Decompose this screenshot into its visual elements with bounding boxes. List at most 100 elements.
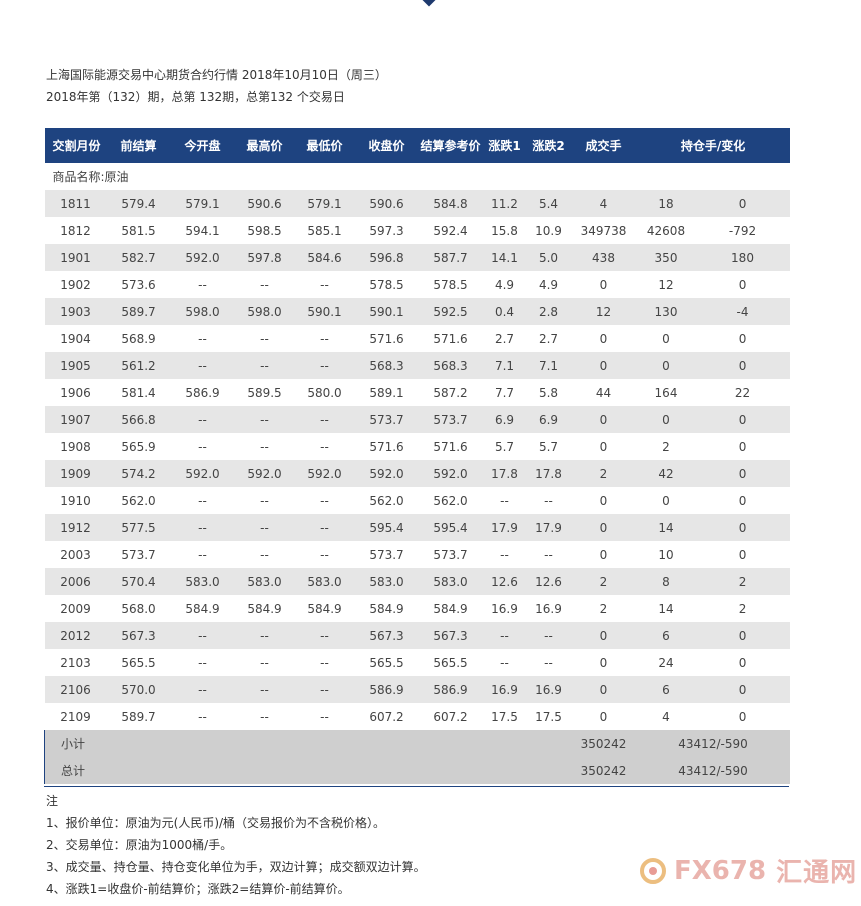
table-cell: 0 <box>695 433 790 460</box>
summary-row: 小计 350242 43412/-590 <box>44 730 790 757</box>
quote-table-container: 交割月份 前结算 今开盘 最高价 最低价 收盘价 结算参考价 涨跌1 涨跌2 成交手 持仓手/变化 … <box>44 128 790 784</box>
table-cell: 567.3 <box>106 622 171 649</box>
table-cell: 579.1 <box>294 190 355 217</box>
summary-label: 小计 <box>44 730 571 757</box>
table-cell: 595.4 <box>354 514 419 541</box>
table-cell: 4 <box>570 190 637 217</box>
table-cell: 0 <box>570 433 637 460</box>
table-cell: 592.0 <box>170 460 235 487</box>
table-cell: 7.1 <box>482 352 527 379</box>
table-cell: 0 <box>695 703 790 730</box>
table-cell: 565.5 <box>106 649 171 676</box>
table-cell: -- <box>294 271 355 298</box>
table-cell: -- <box>234 325 295 352</box>
table-cell: 5.7 <box>526 433 571 460</box>
table-cell: 584.9 <box>418 595 483 622</box>
table-cell: 0 <box>570 352 637 379</box>
table-cell: 17.8 <box>482 460 527 487</box>
table-cell: -792 <box>695 217 790 244</box>
table-cell: 592.5 <box>418 298 483 325</box>
table-cell: 2 <box>636 433 696 460</box>
column-header: 成交手 <box>570 128 637 163</box>
table-cell: 0 <box>636 325 696 352</box>
table-cell: 1903 <box>44 298 107 325</box>
table-cell: 24 <box>636 649 696 676</box>
table-cell: 1909 <box>44 460 107 487</box>
summary-position: 43412/-590 <box>636 757 790 784</box>
table-cell: 578.5 <box>354 271 419 298</box>
table-cell: 0 <box>570 676 637 703</box>
table-cell: 1904 <box>44 325 107 352</box>
table-cell: 0 <box>695 190 790 217</box>
table-cell: -- <box>170 541 235 568</box>
table-cell: 1912 <box>44 514 107 541</box>
table-cell: 583.0 <box>418 568 483 595</box>
table-cell: -- <box>294 487 355 514</box>
table-cell: 16.9 <box>526 676 571 703</box>
table-cell: 568.3 <box>354 352 419 379</box>
table-cell: 583.0 <box>234 568 295 595</box>
summary-label: 总计 <box>44 757 571 784</box>
note-line: 3、成交量、持仓量、持仓变化单位为手，双边计算；成交额双边计算。 <box>46 860 426 874</box>
column-header: 涨跌2 <box>526 128 571 163</box>
table-row: 2109 589.7 -- -- -- 607.2 607.2 17.5 17.5 0 4 0 <box>44 703 790 730</box>
table-cell: 1902 <box>44 271 107 298</box>
table-cell: 1908 <box>44 433 107 460</box>
notes-section: 注 1、报价单位：原油为元(人民币)/桶（交易报价为不含税价格）。 2、交易单位：原… <box>46 790 426 900</box>
table-cell: 570.4 <box>106 568 171 595</box>
table-cell: 17.5 <box>482 703 527 730</box>
table-cell: 17.8 <box>526 460 571 487</box>
table-cell: 590.1 <box>354 298 419 325</box>
table-cell: 2.7 <box>526 325 571 352</box>
table-row: 1906 581.4 586.9 589.5 580.0 589.1 587.2 7.7 5.8… <box>44 379 790 406</box>
table-cell: 4.9 <box>482 271 527 298</box>
table-row: 2003 573.7 -- -- -- 573.7 573.7 -- -- 0 10 0 <box>44 541 790 568</box>
table-cell: 5.4 <box>526 190 571 217</box>
table-cell: 607.2 <box>354 703 419 730</box>
table-cell: -- <box>234 271 295 298</box>
table-cell: 586.9 <box>418 676 483 703</box>
table-cell: 592.4 <box>418 217 483 244</box>
category-row: 商品名称:原油 <box>44 163 790 190</box>
table-cell: 1812 <box>44 217 107 244</box>
table-cell: -- <box>170 487 235 514</box>
table-cell: 5.8 <box>526 379 571 406</box>
table-cell: 1910 <box>44 487 107 514</box>
table-cell: 583.0 <box>170 568 235 595</box>
table-cell: 2006 <box>44 568 107 595</box>
table-cell: -- <box>234 433 295 460</box>
table-cell: 180 <box>695 244 790 271</box>
table-cell: 568.0 <box>106 595 171 622</box>
table-cell: -- <box>526 622 571 649</box>
table-cell: 598.0 <box>234 298 295 325</box>
column-header: 交割月份 <box>44 128 107 163</box>
table-cell: 595.4 <box>418 514 483 541</box>
table-cell: -- <box>170 271 235 298</box>
note-line: 1、报价单位：原油为元(人民币)/桶（交易报价为不含税价格）。 <box>46 816 386 830</box>
table-cell: -- <box>234 541 295 568</box>
table-row: 2103 565.5 -- -- -- 565.5 565.5 -- -- 0 24 0 <box>44 649 790 676</box>
table-cell: 586.9 <box>170 379 235 406</box>
table-cell: 0.4 <box>482 298 527 325</box>
table-cell: 15.8 <box>482 217 527 244</box>
table-cell: 587.7 <box>418 244 483 271</box>
table-cell: 130 <box>636 298 696 325</box>
table-cell: 5.7 <box>482 433 527 460</box>
table-cell: -- <box>294 676 355 703</box>
table-cell: 0 <box>695 352 790 379</box>
table-cell: 598.0 <box>170 298 235 325</box>
table-row: 1909 574.2 592.0 592.0 592.0 592.0 592.0 17.8 17… <box>44 460 790 487</box>
table-cell: 10.9 <box>526 217 571 244</box>
table-cell: 565.5 <box>418 649 483 676</box>
fx678-logo-icon <box>640 857 666 884</box>
table-row: 1903 589.7 598.0 598.0 590.1 590.1 592.5 0.4 2.8… <box>44 298 790 325</box>
table-cell: 579.4 <box>106 190 171 217</box>
table-cell: 16.9 <box>482 595 527 622</box>
table-row: 1812 581.5 594.1 598.5 585.1 597.3 592.4 15.8 10… <box>44 217 790 244</box>
table-cell: 2 <box>570 460 637 487</box>
table-cell: 4.9 <box>526 271 571 298</box>
table-cell: 350 <box>636 244 696 271</box>
table-cell: 2 <box>695 595 790 622</box>
table-cell: 585.1 <box>294 217 355 244</box>
table-cell: 592.0 <box>418 460 483 487</box>
